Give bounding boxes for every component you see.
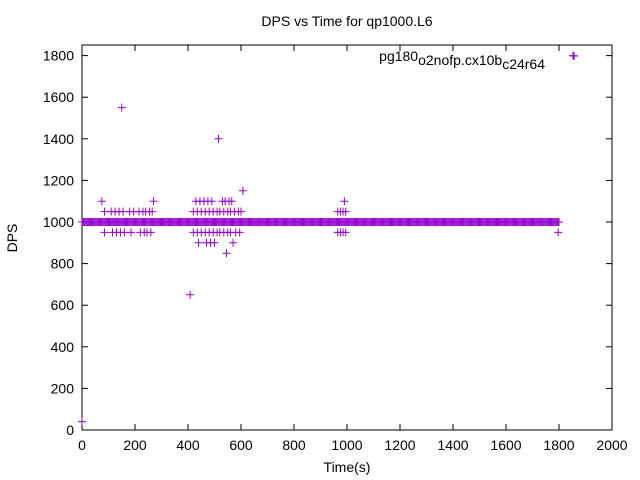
data-point <box>100 228 109 237</box>
data-point <box>227 197 236 206</box>
data-point <box>127 228 136 237</box>
data-point <box>229 238 238 247</box>
data-point <box>237 207 245 216</box>
data-point <box>149 197 158 206</box>
plot-frame <box>81 44 613 431</box>
data-point <box>117 103 126 112</box>
y-tick-label: 800 <box>51 256 75 272</box>
y-axis: 0 200 400 600 800 1000 1200 1400 1600 1800 <box>43 48 612 438</box>
data-point <box>97 197 106 206</box>
x-axis-label: Time(s) <box>324 459 371 475</box>
y-tick-label: 1000 <box>43 214 74 230</box>
x-tick-label: 1800 <box>543 437 574 453</box>
data-point <box>146 228 155 237</box>
y-tick-label: 200 <box>51 380 75 396</box>
data-point <box>148 207 157 216</box>
x-axis: 0 200 400 600 800 1000 1200 1400 1600 1800 2000 <box>78 45 628 453</box>
data-point <box>186 290 195 299</box>
legend-label: pg180o2nofp.cx10bc24r64 <box>379 48 545 72</box>
data-point <box>340 197 349 206</box>
legend-marker-symbol <box>570 52 578 60</box>
legend-marker <box>570 52 578 60</box>
series-points <box>78 51 578 426</box>
data-point <box>210 238 219 247</box>
x-tick-label: 400 <box>176 437 200 453</box>
y-tick-label: 1200 <box>43 172 74 188</box>
data-point <box>78 417 86 426</box>
data-point <box>238 186 247 195</box>
data-point <box>235 228 244 237</box>
chart-title: DPS vs Time for qp1000.L6 <box>261 13 432 29</box>
y-tick-label: 0 <box>66 422 74 438</box>
x-tick-label: 800 <box>282 437 306 453</box>
y-tick-label: 1800 <box>43 48 74 64</box>
x-tick-label: 0 <box>78 437 86 453</box>
y-tick-label: 1400 <box>43 131 74 147</box>
x-tick-label: 1000 <box>331 437 362 453</box>
legend: pg180o2nofp.cx10bc24r64 <box>379 48 578 72</box>
data-point <box>555 218 563 226</box>
x-tick-label: 200 <box>123 437 147 453</box>
y-tick-label: 600 <box>51 297 75 313</box>
data-point <box>222 249 231 258</box>
x-tick-label: 2000 <box>596 437 627 453</box>
data-point <box>207 197 216 206</box>
x-tick-label: 1600 <box>490 437 521 453</box>
data-point <box>341 207 350 216</box>
x-tick-label: 1400 <box>437 437 468 453</box>
data-point <box>214 134 223 143</box>
x-tick-label: 1200 <box>384 437 415 453</box>
y-tick-label: 400 <box>51 339 75 355</box>
data-point <box>341 228 350 237</box>
data-point <box>554 228 563 237</box>
data-point <box>194 238 203 247</box>
y-tick-label: 1600 <box>43 89 74 105</box>
x-tick-label: 600 <box>229 437 253 453</box>
y-axis-label: DPS <box>4 224 20 253</box>
